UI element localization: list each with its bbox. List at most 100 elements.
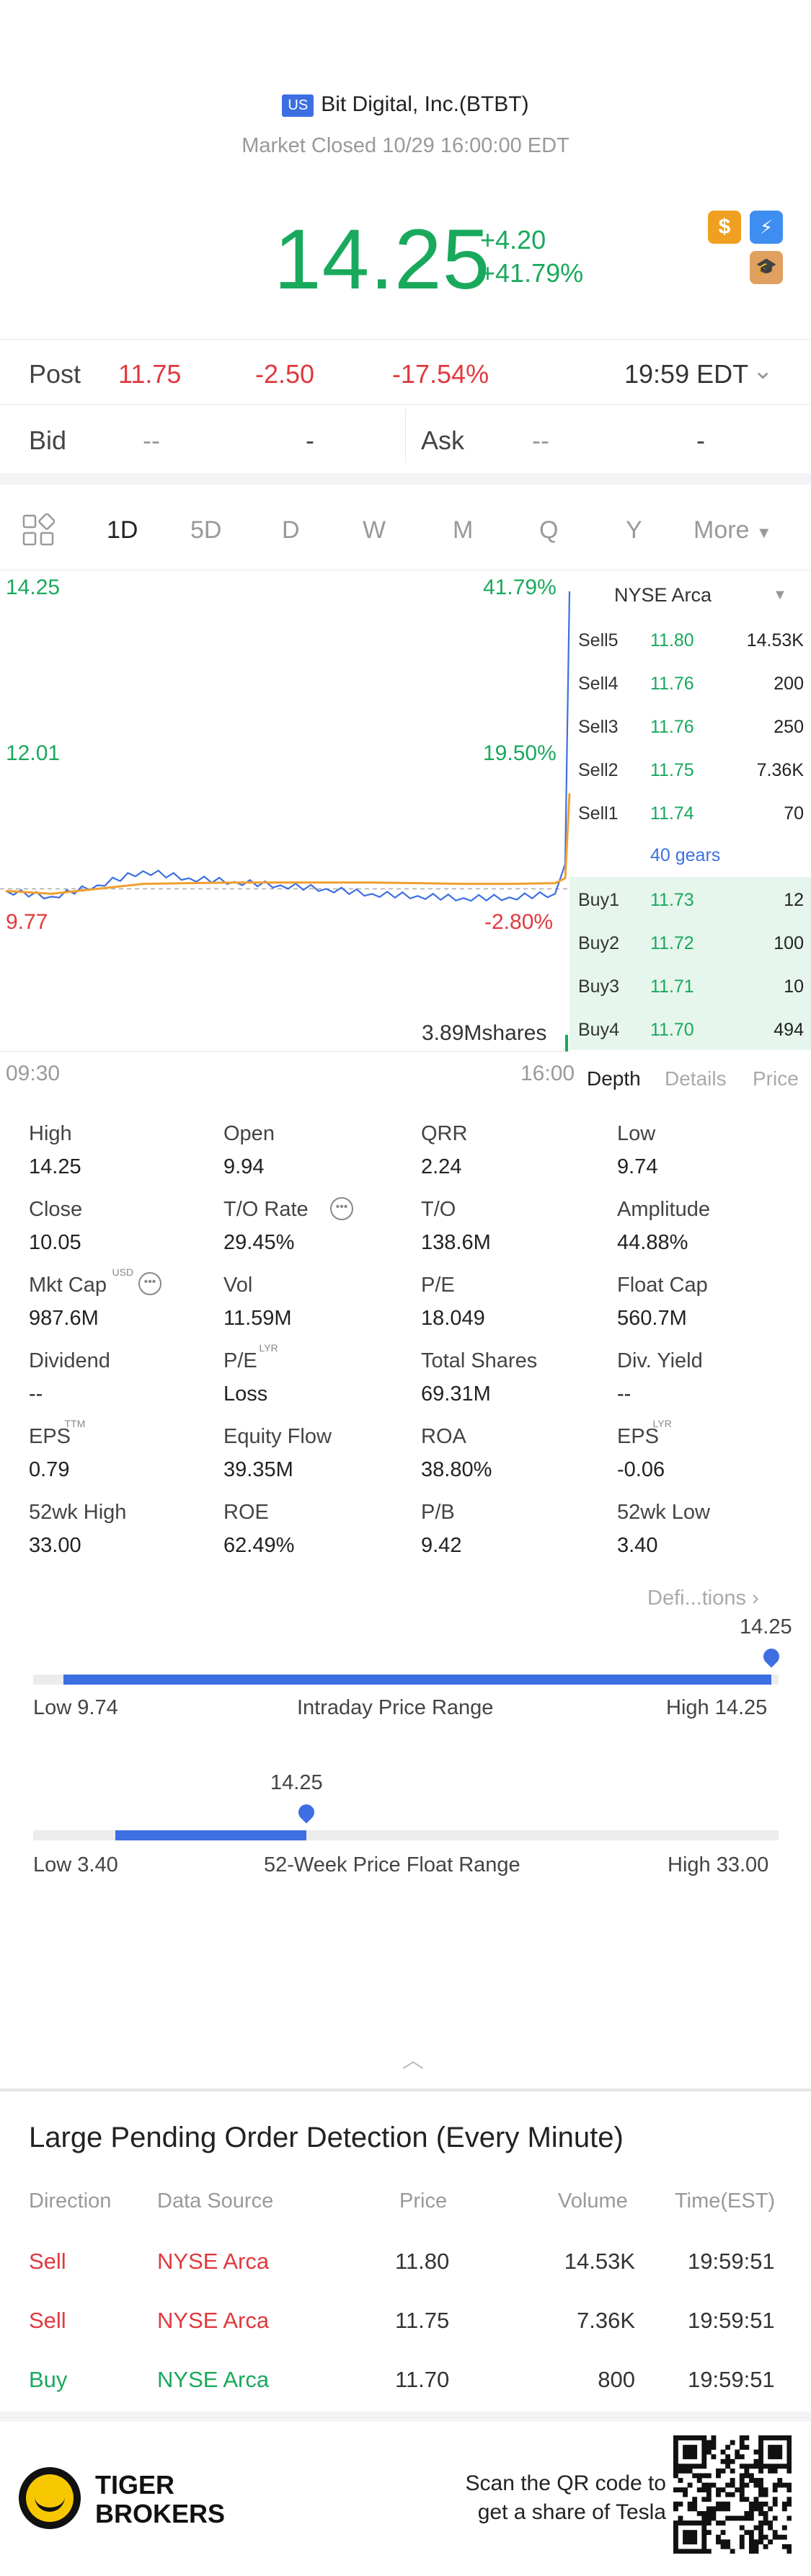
lightning-icon[interactable]: ⚡ xyxy=(750,211,783,244)
order-price: 11.70 xyxy=(395,2367,450,2392)
col-direction: Direction xyxy=(29,2189,112,2213)
stat-label: ROA xyxy=(421,1425,466,1448)
buy-level-label: Buy1 xyxy=(578,890,619,910)
post-label: Post xyxy=(29,359,81,389)
stat-label: T/O Rate xyxy=(223,1198,309,1221)
tab-m[interactable]: M xyxy=(453,516,474,544)
y-top-price: 14.25 xyxy=(6,575,61,599)
intraday-chart[interactable]: 14.25 41.79% 12.01 19.50% 9.77 -2.80% 3.… xyxy=(0,570,577,1089)
order-book: NYSE Arca ▼ Sell5 11.80 14.53K Sell4 11.76 20… xyxy=(570,570,811,1096)
footer-banner[interactable]: TIGER BROKERS Scan the QR code to get a … xyxy=(0,2417,811,2576)
post-change-pct: -17.54% xyxy=(392,359,489,389)
chevron-up-icon[interactable]: ︿ xyxy=(402,2049,424,2073)
stat-label: Open xyxy=(223,1122,275,1145)
intraday-marker-value: 14.25 xyxy=(740,1615,792,1638)
buy-level: Buy4 11.70 494 xyxy=(570,1007,811,1050)
sell-level: Sell4 11.76 200 xyxy=(570,661,811,704)
x-end-label: 16:00 xyxy=(520,1062,575,1085)
venue-caret-icon[interactable]: ▼ xyxy=(773,587,787,603)
sell-level-price: 11.75 xyxy=(650,760,694,780)
stat-label: P/E xyxy=(421,1274,455,1297)
chevron-down-icon[interactable]: ⌄ xyxy=(753,357,774,384)
stat-value: Loss xyxy=(223,1382,268,1406)
post-time: 19:59 EDT xyxy=(624,359,749,389)
mkt-cap-info-icon[interactable]: ••• xyxy=(138,1272,161,1295)
tab-1d[interactable]: 1D xyxy=(107,516,138,544)
stat-value: 0.79 xyxy=(29,1458,70,1481)
subtab-depth[interactable]: Depth xyxy=(587,1067,641,1090)
stat-value: 9.42 xyxy=(421,1534,462,1557)
company-name: Bit Digital, Inc.(BTBT) xyxy=(321,92,529,116)
sell-level-label: Sell4 xyxy=(578,674,619,694)
venue-label[interactable]: NYSE Arca xyxy=(614,584,712,606)
stat-label: 52wk High xyxy=(29,1501,127,1524)
sell-level: Sell5 11.80 14.53K xyxy=(570,617,811,661)
subtab-price[interactable]: Price xyxy=(753,1067,799,1090)
order-source: NYSE Arca xyxy=(157,2249,270,2274)
sell-level-size: 7.36K xyxy=(756,760,804,780)
cta-line2: get a share of Tesla xyxy=(477,2500,666,2524)
buy-level-label: Buy4 xyxy=(578,1020,619,1040)
stat-label: T/O xyxy=(421,1198,456,1221)
stat-label: Float Cap xyxy=(617,1274,708,1297)
sell-level-price: 11.74 xyxy=(650,803,694,824)
quote-header: US Bit Digital, Inc.(BTBT) Market Closed … xyxy=(0,0,811,332)
col-time: Time(EST) xyxy=(675,2189,776,2213)
bid-price: -- xyxy=(143,425,160,455)
tab-5d[interactable]: 5D xyxy=(190,516,222,544)
definitions-link[interactable]: Defi...tions › xyxy=(647,1587,759,1610)
stat-label: P/B xyxy=(421,1501,455,1524)
market-status: Market Closed 10/29 16:00:00 EDT xyxy=(241,134,570,157)
buy-level-price: 11.72 xyxy=(650,933,694,953)
sell-level-price: 11.80 xyxy=(650,630,694,650)
gears-link[interactable]: 40 gears xyxy=(650,845,721,865)
order-volume: 7.36K xyxy=(576,2308,635,2333)
stat-value: 39.35M xyxy=(223,1458,293,1481)
stat-label: P/E xyxy=(223,1349,257,1372)
tab-y[interactable]: Y xyxy=(626,516,642,544)
stat-superscript: LYR xyxy=(652,1418,672,1429)
intraday-low: Low 9.74 xyxy=(33,1696,118,1719)
ask-size: - xyxy=(696,425,705,455)
tab-w[interactable]: W xyxy=(363,516,386,544)
order-direction: Buy xyxy=(29,2367,68,2392)
subtab-details[interactable]: Details xyxy=(665,1067,727,1090)
large-orders-title: Large Pending Order Detection (Every Min… xyxy=(29,2122,624,2153)
stat-label: EPS xyxy=(617,1425,660,1448)
sell-level: Sell2 11.75 7.36K xyxy=(570,747,811,790)
intraday-high: High 14.25 xyxy=(666,1696,768,1719)
tiger-logo-icon xyxy=(19,2467,81,2529)
buy-level-price: 11.71 xyxy=(650,976,694,997)
stat-label: High xyxy=(29,1122,72,1145)
y-mid-pct: 19.50% xyxy=(483,741,557,765)
week52-marker-value: 14.25 xyxy=(270,1771,323,1794)
layout-grid-icon[interactable] xyxy=(22,513,56,547)
order-time: 19:59:51 xyxy=(688,2308,775,2333)
stat-label: Div. Yield xyxy=(617,1349,703,1372)
education-icon[interactable]: 🎓 xyxy=(750,251,783,284)
sell-level-size: 14.53K xyxy=(746,630,804,650)
order-volume: 14.53K xyxy=(564,2249,635,2274)
buy-level-size: 12 xyxy=(784,890,804,910)
bid-ask-divider xyxy=(405,408,406,463)
definitions-label: Defi...tions xyxy=(647,1587,746,1610)
tab-more[interactable]: More ▼ xyxy=(693,516,772,544)
stat-label: Low xyxy=(617,1122,656,1145)
col-source: Data Source xyxy=(157,2189,274,2213)
tab-q[interactable]: Q xyxy=(539,516,559,544)
dollar-icon[interactable]: $ xyxy=(708,211,741,244)
stat-value: 38.80% xyxy=(421,1458,492,1481)
more-info-icon[interactable]: ••• xyxy=(330,1197,353,1220)
stat-value: 44.88% xyxy=(617,1231,688,1254)
stat-value: 2.24 xyxy=(421,1155,462,1178)
stat-superscript: USD xyxy=(112,1266,134,1278)
avg-price-line xyxy=(5,793,571,895)
tab-d[interactable]: D xyxy=(282,516,300,544)
stat-value: 29.45% xyxy=(223,1231,295,1254)
stat-value: 33.00 xyxy=(29,1534,81,1557)
ask-label: Ask xyxy=(421,425,465,455)
order-direction: Sell xyxy=(29,2308,66,2333)
qr-code-icon xyxy=(673,2435,792,2554)
buy-level-price: 11.70 xyxy=(650,1020,694,1040)
order-time: 19:59:51 xyxy=(688,2249,775,2274)
